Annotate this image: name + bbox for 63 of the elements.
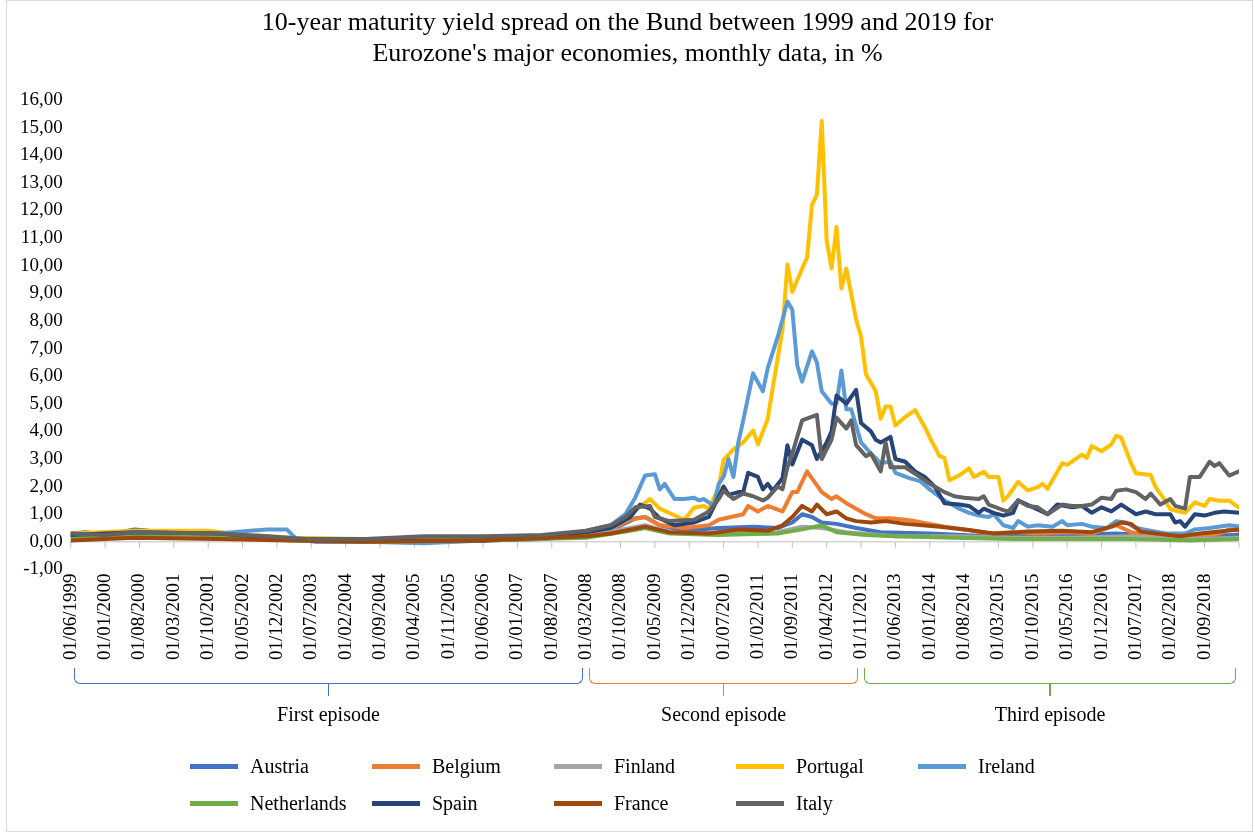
x-tick-label: 01/10/2001 bbox=[196, 573, 218, 660]
legend-label: Netherlands bbox=[250, 792, 347, 815]
legend-label: France bbox=[614, 792, 669, 815]
y-tick-label: 10,00 bbox=[20, 253, 63, 275]
y-tick-label: 5,00 bbox=[29, 391, 63, 413]
y-tick-label: 14,00 bbox=[20, 143, 63, 165]
x-tick-label: 01/02/2011 bbox=[745, 573, 767, 660]
y-tick-label: 13,00 bbox=[20, 170, 63, 192]
y-tick-label: 7,00 bbox=[29, 336, 63, 358]
x-tick-label: 01/03/2015 bbox=[986, 573, 1008, 660]
text: Third episode bbox=[994, 703, 1106, 726]
x-tick-label: 01/03/2008 bbox=[574, 573, 596, 660]
legend-label: Belgium bbox=[432, 755, 501, 778]
y-tick-label: 12,00 bbox=[20, 198, 63, 220]
x-tick-label: 01/07/2017 bbox=[1123, 573, 1145, 660]
y-tick-label: 15,00 bbox=[20, 115, 63, 137]
y-tick-label: 16,00 bbox=[20, 87, 63, 109]
x-tick-label: 01/06/2006 bbox=[471, 573, 493, 660]
x-tick-label: 01/09/2004 bbox=[367, 572, 389, 660]
x-tick-label: 01/04/2005 bbox=[402, 573, 424, 660]
legend-label: Portugal bbox=[796, 755, 864, 778]
x-tick-label: 01/03/2001 bbox=[161, 573, 183, 660]
legend-label: Austria bbox=[250, 755, 309, 778]
text: First episode bbox=[277, 703, 380, 726]
x-tick-label: 01/08/2007 bbox=[539, 573, 561, 660]
x-tick-label: 01/05/2009 bbox=[642, 573, 664, 660]
x-tick-label: 01/07/2003 bbox=[299, 573, 321, 660]
x-tick-label: 01/12/2009 bbox=[677, 573, 699, 660]
text: Second episode bbox=[661, 703, 787, 726]
legend-label: Italy bbox=[796, 792, 833, 815]
y-tick-label: 3,00 bbox=[29, 446, 63, 468]
x-tick-label: 01/05/2002 bbox=[230, 573, 252, 660]
x-tick-label: 01/06/2013 bbox=[883, 573, 905, 660]
x-tick-label: 01/08/2014 bbox=[952, 572, 974, 660]
y-tick-label: 4,00 bbox=[29, 419, 63, 441]
legend-label: Spain bbox=[432, 792, 478, 815]
x-tick-label: 01/12/2016 bbox=[1089, 573, 1111, 660]
x-tick-label: 01/07/2010 bbox=[711, 573, 733, 660]
y-tick-label: 8,00 bbox=[29, 308, 63, 330]
x-tick-label: 01/09/2011 bbox=[780, 573, 802, 660]
x-tick-label: 01/01/2007 bbox=[505, 573, 527, 660]
x-tick-label: 01/04/2012 bbox=[814, 573, 836, 660]
x-tick-label: 01/05/2016 bbox=[1055, 573, 1077, 660]
y-tick-label: 11,00 bbox=[20, 226, 63, 248]
legend-label: Ireland bbox=[978, 755, 1035, 778]
y-tick-label: 9,00 bbox=[29, 281, 63, 303]
y-tick-label: 1,00 bbox=[29, 502, 63, 524]
y-tick-label: 6,00 bbox=[29, 364, 63, 386]
x-tick-label: 01/08/2000 bbox=[127, 573, 149, 660]
x-tick-label: 01/09/2018 bbox=[1192, 573, 1214, 660]
x-tick-label: 01/11/2012 bbox=[849, 573, 871, 660]
legend-label: Finland bbox=[614, 755, 676, 778]
x-tick-label: 01/01/2000 bbox=[93, 573, 115, 660]
x-tick-label: 01/10/2008 bbox=[608, 573, 630, 660]
x-tick-label: 01/11/2005 bbox=[436, 573, 458, 660]
y-tick-label: 0,00 bbox=[29, 529, 63, 551]
x-tick-label: 01/10/2015 bbox=[1020, 573, 1042, 660]
y-tick-label: 2,00 bbox=[29, 474, 63, 496]
x-tick-label: 01/02/2004 bbox=[333, 572, 355, 660]
x-tick-label: 01/02/2018 bbox=[1158, 573, 1180, 660]
x-tick-label: 01/12/2002 bbox=[264, 573, 286, 660]
x-tick-label: 01/01/2014 bbox=[917, 572, 939, 660]
chart-title: 10-year maturity yield spread on the Bund between 1999 and 2019 for Eurozone's major economies, monthly data, in % bbox=[260, 6, 995, 69]
